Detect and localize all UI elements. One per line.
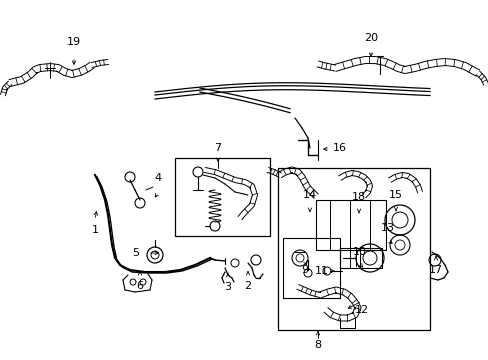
Text: 2: 2	[244, 281, 251, 291]
Text: 20: 20	[363, 33, 377, 43]
Bar	[339, 248, 381, 268]
Bar	[175, 158, 269, 236]
Text: 11: 11	[314, 266, 328, 276]
Text: 1: 1	[91, 225, 98, 235]
Text: 19: 19	[67, 37, 81, 47]
Text: 18: 18	[351, 192, 366, 202]
Text: 8: 8	[314, 340, 321, 350]
Bar	[283, 238, 339, 298]
Text: 4: 4	[154, 173, 161, 183]
Bar	[278, 168, 429, 330]
Text: 17: 17	[428, 265, 442, 275]
Text: 12: 12	[354, 305, 368, 315]
Text: 9: 9	[301, 265, 308, 275]
Text: 5: 5	[132, 248, 139, 258]
Text: 6: 6	[136, 281, 143, 291]
Text: 10: 10	[352, 247, 366, 257]
Text: 3: 3	[224, 282, 231, 292]
Text: 15: 15	[388, 190, 402, 200]
Text: 7: 7	[214, 143, 221, 153]
Text: 16: 16	[332, 143, 346, 153]
Bar	[315, 200, 385, 250]
Text: 14: 14	[303, 190, 316, 200]
Text: 13: 13	[380, 223, 394, 233]
